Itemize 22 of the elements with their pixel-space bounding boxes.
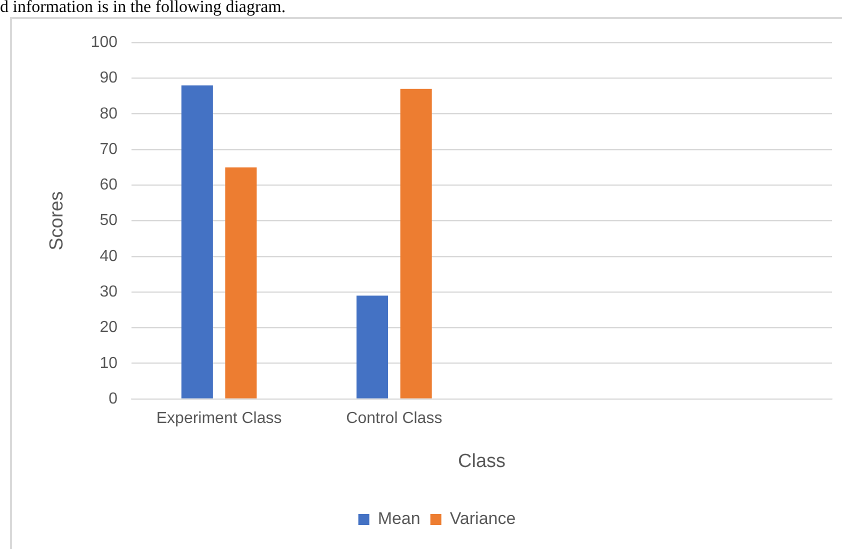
- legend-label: Variance: [450, 509, 516, 528]
- x-tick-label: Control Class: [346, 410, 442, 428]
- y-tick-label: 30: [100, 283, 118, 300]
- bar: [225, 167, 257, 398]
- text: d information is in the following diagram.: [0, 0, 286, 16]
- bar: [400, 88, 432, 398]
- y-tick-label: 70: [100, 140, 118, 158]
- bar: [356, 296, 388, 398]
- y-tick-label: 60: [100, 176, 118, 194]
- y-tick-label: 90: [100, 70, 118, 87]
- y-tick-label: 0: [108, 390, 118, 408]
- y-tick-label: 80: [100, 105, 118, 122]
- legend-label: Mean: [378, 509, 420, 528]
- y-tick-label: 10: [100, 354, 118, 372]
- y-tick-label: 40: [100, 248, 118, 265]
- y-tick-label: 20: [100, 319, 118, 336]
- y-axis-title: Scores: [46, 191, 68, 250]
- bar: [181, 85, 213, 398]
- y-tick-label: 100: [90, 34, 118, 52]
- x-tick-label: Experiment Class: [156, 410, 282, 428]
- y-tick-label: 50: [100, 212, 118, 230]
- x-axis-title: Class: [458, 450, 506, 472]
